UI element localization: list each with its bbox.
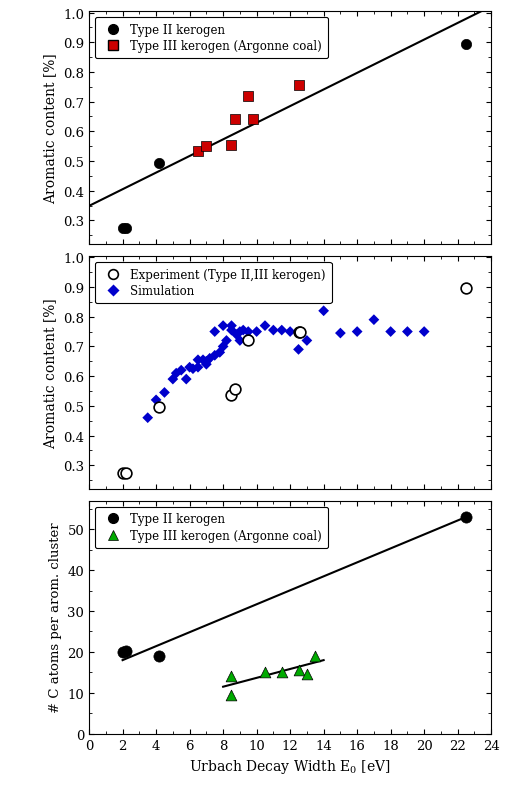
- Point: [122, 645, 130, 658]
- Point: [119, 467, 127, 480]
- Legend: Experiment (Type II,III kerogen), Simulation: Experiment (Type II,III kerogen), Simula…: [95, 262, 332, 304]
- Point: [185, 362, 193, 375]
- Point: [152, 394, 160, 407]
- Point: [296, 326, 304, 338]
- Point: [194, 354, 202, 367]
- Point: [231, 383, 239, 396]
- Point: [122, 467, 130, 480]
- Point: [294, 326, 302, 338]
- X-axis label: Urbach Decay Width E$_0$ [eV]: Urbach Decay Width E$_0$ [eV]: [189, 757, 391, 776]
- Point: [155, 157, 163, 170]
- Point: [244, 334, 252, 347]
- Point: [278, 324, 286, 337]
- Point: [278, 666, 286, 679]
- Point: [261, 666, 269, 679]
- Point: [320, 305, 328, 318]
- Point: [236, 326, 244, 338]
- Text: a: a: [115, 26, 127, 44]
- Point: [228, 324, 236, 337]
- Point: [370, 314, 378, 326]
- Point: [294, 664, 302, 677]
- Point: [403, 326, 411, 338]
- Point: [303, 334, 311, 347]
- Point: [244, 326, 252, 338]
- Text: b: b: [115, 270, 128, 289]
- Point: [169, 373, 177, 386]
- Point: [155, 650, 163, 662]
- Point: [202, 358, 210, 371]
- Point: [199, 354, 207, 367]
- Point: [194, 145, 202, 158]
- Y-axis label: # C atoms per arom. cluster: # C atoms per arom. cluster: [49, 522, 62, 713]
- Point: [119, 222, 127, 235]
- Point: [244, 90, 252, 103]
- Point: [462, 283, 470, 296]
- Point: [252, 326, 261, 338]
- Point: [239, 324, 247, 337]
- Point: [286, 326, 294, 338]
- Point: [233, 329, 241, 342]
- Point: [144, 411, 152, 424]
- Point: [269, 324, 277, 337]
- Point: [261, 320, 269, 333]
- Point: [228, 390, 236, 403]
- Point: [222, 334, 231, 347]
- Point: [387, 326, 395, 338]
- Point: [172, 367, 180, 380]
- Point: [336, 327, 345, 340]
- Point: [228, 139, 236, 152]
- Point: [206, 352, 214, 365]
- Point: [155, 401, 163, 414]
- Legend: Type II kerogen, Type III kerogen (Argonne coal): Type II kerogen, Type III kerogen (Argon…: [95, 18, 328, 59]
- Point: [462, 38, 470, 51]
- Y-axis label: Aromatic content [%]: Aromatic content [%]: [44, 53, 58, 204]
- Point: [420, 326, 428, 338]
- Point: [231, 114, 239, 127]
- Point: [189, 363, 197, 375]
- Point: [119, 646, 127, 658]
- Legend: Type II kerogen, Type III kerogen (Argonne coal): Type II kerogen, Type III kerogen (Argon…: [95, 507, 328, 549]
- Point: [182, 373, 190, 386]
- Y-axis label: Aromatic content [%]: Aromatic content [%]: [44, 298, 58, 448]
- Point: [216, 346, 224, 359]
- Point: [353, 326, 361, 338]
- Point: [211, 326, 219, 338]
- Point: [294, 79, 302, 92]
- Point: [202, 140, 210, 153]
- Point: [211, 350, 219, 363]
- Point: [249, 114, 258, 127]
- Point: [122, 222, 130, 235]
- Point: [228, 320, 236, 333]
- Point: [228, 689, 236, 702]
- Point: [202, 355, 210, 368]
- Point: [219, 320, 227, 333]
- Text: c: c: [115, 515, 126, 533]
- Point: [219, 341, 227, 354]
- Point: [236, 334, 244, 347]
- Point: [244, 332, 252, 345]
- Point: [177, 364, 185, 377]
- Point: [303, 668, 311, 681]
- Point: [160, 387, 168, 399]
- Point: [294, 343, 302, 356]
- Point: [462, 511, 470, 524]
- Point: [194, 362, 202, 375]
- Point: [228, 670, 236, 683]
- Point: [311, 650, 319, 662]
